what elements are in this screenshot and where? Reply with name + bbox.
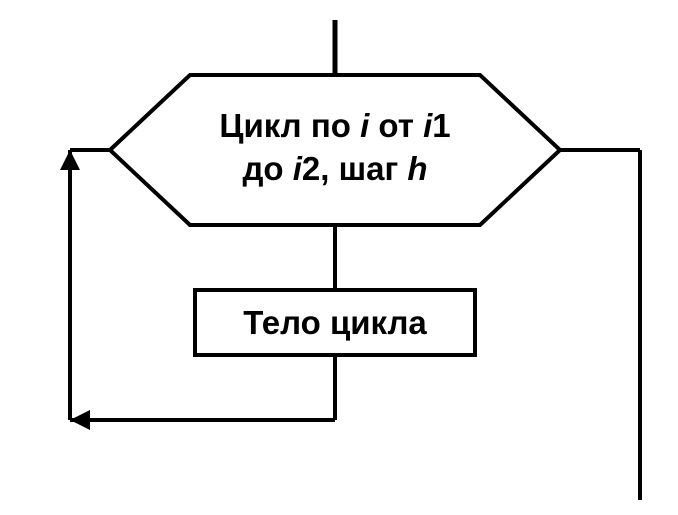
hex-line1: Цикл по i от i1 bbox=[130, 105, 540, 148]
flowchart-canvas bbox=[0, 0, 678, 515]
arrow-loopback-v bbox=[60, 150, 80, 170]
hex-l1-suffix: 1 bbox=[432, 107, 450, 144]
hex-l2-var2: h bbox=[407, 150, 427, 187]
hex-l1-mid: от bbox=[369, 107, 423, 144]
hex-l1-var2: i bbox=[423, 107, 432, 144]
hex-l1-var1: i bbox=[360, 107, 369, 144]
body-rect-label: Тело цикла bbox=[195, 304, 475, 342]
hex-l2-mid: 2, шаг bbox=[302, 150, 407, 187]
loop-hexagon-label: Цикл по i от i1 до i2, шаг h bbox=[130, 105, 540, 191]
hex-l2-var1: i bbox=[293, 150, 302, 187]
arrow-loopback-h bbox=[70, 410, 90, 430]
hex-l2-prefix: до bbox=[242, 150, 292, 187]
body-text-span: Тело цикла bbox=[243, 304, 427, 341]
hex-line2: до i2, шаг h bbox=[130, 148, 540, 191]
hex-l1-prefix: Цикл по bbox=[219, 107, 360, 144]
